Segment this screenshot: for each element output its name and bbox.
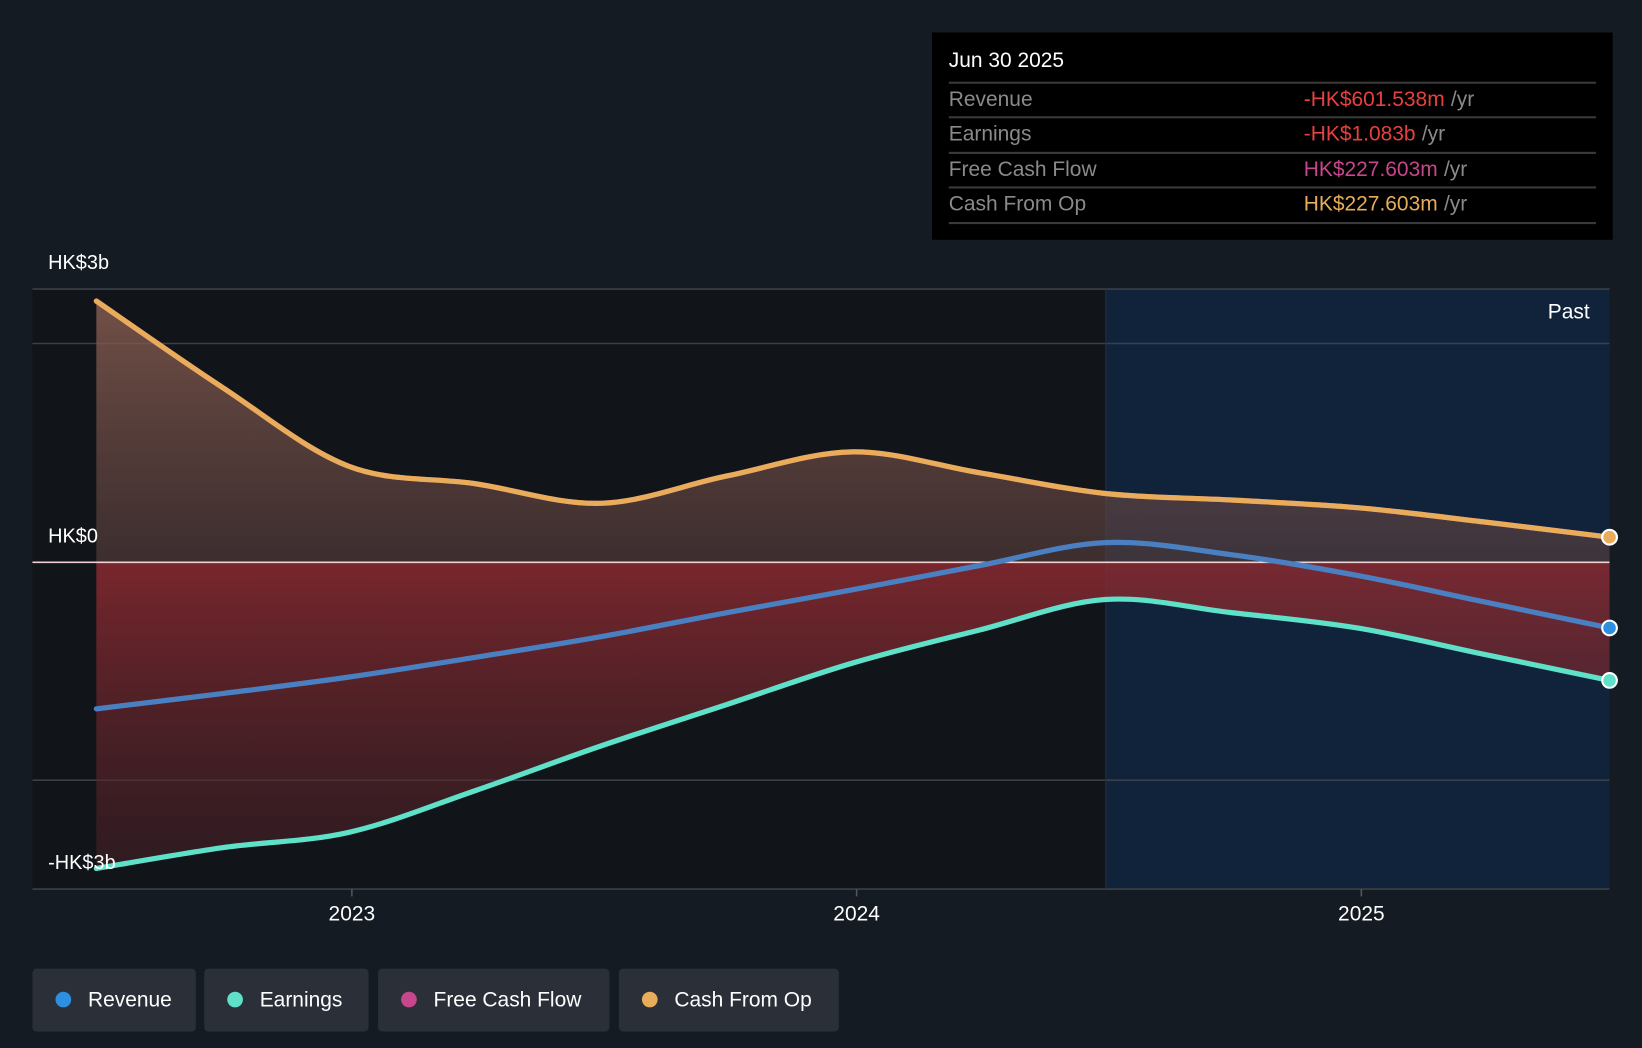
- legend-label: Free Cash Flow: [433, 988, 582, 1012]
- tooltip-divider: [948, 222, 1596, 225]
- tooltip-unit: /yr: [1443, 158, 1468, 182]
- tooltip-value-wrap: -HK$601.538m/yr: [1304, 84, 1474, 115]
- tooltip-value: HK$227.603m: [1303, 192, 1438, 216]
- legend-dot-icon: [55, 991, 72, 1008]
- tooltip-label: Revenue: [948, 87, 1033, 112]
- tooltip-value: HK$227.603m: [1303, 158, 1438, 182]
- legend-label: Cash From Op: [674, 988, 812, 1012]
- legend-dot-icon: [401, 991, 417, 1008]
- earnings-area: [96, 562, 1610, 869]
- y-tick-label: HK$3b: [48, 252, 110, 275]
- revenue-end-point: [1601, 619, 1618, 637]
- legend-label: Earnings: [259, 988, 343, 1012]
- tooltip-value: -HK$601.538m: [1303, 87, 1445, 112]
- y-tick-label: -HK$3b: [48, 852, 116, 875]
- y-tick-label: HK$0: [48, 525, 98, 548]
- tooltip-value-wrap: HK$227.603m/yr: [1304, 188, 1467, 219]
- past-label: Past: [1547, 300, 1590, 324]
- legend-dot-icon: [641, 991, 658, 1008]
- tooltip-label: Earnings: [948, 122, 1032, 146]
- tooltip-row-earnings: Earnings -HK$1.083b/yr: [948, 116, 1596, 153]
- cash-from-op-line: [93, 298, 1613, 540]
- tooltip-row-fcf: Free Cash Flow HK$227.603m/yr: [948, 151, 1596, 189]
- tooltip-value-wrap: HK$227.603m/yr: [1304, 154, 1467, 185]
- x-tick-label: 2025: [1338, 902, 1385, 926]
- chart-plot: [32, 288, 1618, 897]
- tooltip: Jun 30 2025 Revenue -HK$601.538m/yr Earn…: [932, 32, 1613, 240]
- tooltip-unit: /yr: [1450, 87, 1475, 112]
- legend-free-cash-flow[interactable]: Free Cash Flow: [378, 968, 610, 1032]
- legend-label: Revenue: [87, 988, 172, 1012]
- tooltip-value: -HK$1.083b: [1303, 122, 1416, 146]
- tooltip-unit: /yr: [1443, 192, 1468, 216]
- earnings-line: [93, 596, 1613, 872]
- legend-revenue[interactable]: Revenue: [32, 968, 196, 1032]
- x-tick-label: 2024: [833, 902, 880, 926]
- cash-from-op-end-point: [1601, 528, 1618, 546]
- tooltip-row-revenue: Revenue -HK$601.538m/yr: [948, 81, 1596, 119]
- earnings-end-point: [1601, 672, 1618, 689]
- legend-earnings[interactable]: Earnings: [204, 968, 369, 1032]
- revenue-line: [93, 539, 1613, 712]
- legend-dot-icon: [227, 991, 243, 1008]
- tooltip-label: Cash From Op: [948, 192, 1087, 216]
- tooltip-unit: /yr: [1421, 122, 1446, 146]
- x-tick-label: 2023: [328, 902, 376, 926]
- legend-cash-from-op[interactable]: Cash From Op: [618, 968, 839, 1032]
- tooltip-value-wrap: -HK$1.083b/yr: [1304, 118, 1445, 149]
- tooltip-date: Jun 30 2025: [948, 49, 1065, 73]
- cash-from-op-area: [96, 301, 1610, 563]
- tooltip-label: Free Cash Flow: [948, 158, 1097, 182]
- tooltip-row-cfo: Cash From Op HK$227.603m/yr: [948, 186, 1596, 223]
